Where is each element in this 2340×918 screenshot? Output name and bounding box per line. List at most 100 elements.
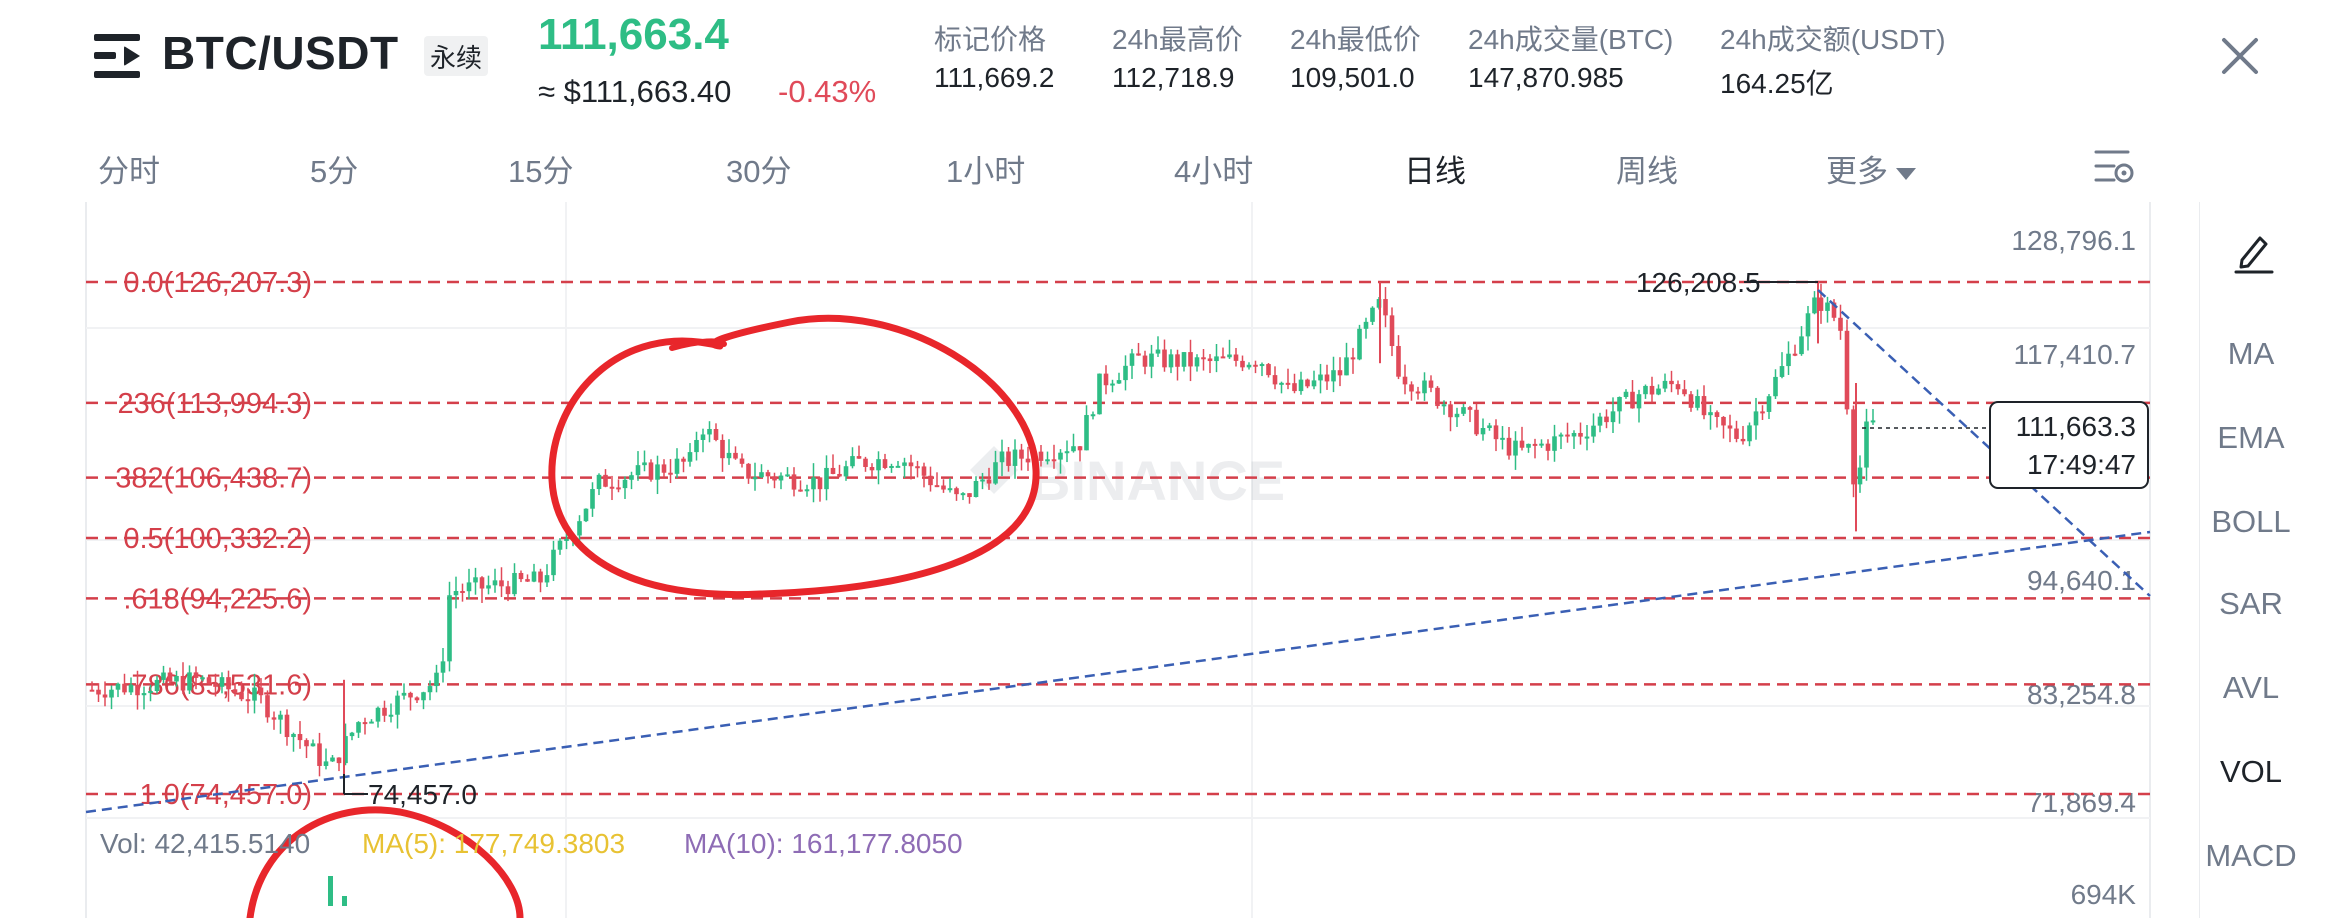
candlestick-chart[interactable]: BINANCE 128,796.1 117,410.7 94,640.1 83,… [0, 0, 2200, 918]
hand-drawn-circle-volume [246, 806, 524, 918]
candle-body [1136, 353, 1141, 356]
candle-body [1103, 373, 1109, 386]
candle-body [889, 465, 894, 468]
tab-1d[interactable]: 日线 [1404, 154, 1466, 189]
candle-body [1552, 436, 1557, 451]
candle-body [1636, 394, 1642, 409]
candle-body [843, 466, 849, 477]
candle-body [902, 462, 907, 466]
candle-body [1181, 352, 1187, 367]
fib-level-label: 1.0(74,457.0) [139, 779, 312, 811]
candle-body [1012, 449, 1018, 466]
tab-15m[interactable]: 15分 [508, 154, 574, 189]
pair-title[interactable]: BTC/USDT [162, 27, 399, 79]
candle-body [505, 586, 511, 595]
candle-body [895, 465, 901, 468]
candle-body [1669, 380, 1674, 385]
candle-body [1714, 412, 1720, 417]
candle-body [213, 683, 218, 687]
chevron-down-icon [1896, 167, 1916, 180]
candle-body [1851, 409, 1856, 485]
candle-body [941, 485, 946, 490]
last-price: 111,663.4 [538, 10, 729, 59]
tab-4h[interactable]: 4小时 [1174, 154, 1254, 189]
candle-body [1701, 396, 1707, 416]
trend-line-resistance[interactable] [1817, 289, 2151, 597]
candle-body [1077, 446, 1083, 451]
fib-level-label: 0.5(100,332.2) [123, 523, 312, 555]
candle-body [1084, 415, 1089, 451]
candle-body [479, 577, 485, 589]
pencil-draw-icon[interactable] [2232, 230, 2276, 274]
candle-body [759, 472, 764, 478]
candle-body [1285, 382, 1291, 385]
indicator-macd[interactable]: MACD [2205, 838, 2297, 873]
candle-body [336, 757, 342, 764]
candle-body [1428, 380, 1434, 388]
low-marker: 74,457.0 [368, 779, 477, 810]
chart-settings-icon[interactable] [2094, 148, 2136, 184]
candle-body [726, 452, 732, 459]
tab-1w[interactable]: 周线 [1616, 154, 1678, 189]
indicator-avl[interactable]: AVL [2222, 670, 2280, 705]
candle-body [193, 672, 199, 678]
price-axis-label: 71,869.4 [2027, 787, 2136, 818]
candle-body [1370, 307, 1375, 322]
candle-body [1116, 380, 1122, 384]
indicator-sar[interactable]: SAR [2219, 586, 2283, 621]
candle-body [986, 479, 992, 484]
volume-bar [342, 896, 347, 906]
candle-body [1480, 428, 1486, 435]
candle-body [154, 679, 160, 692]
close-icon[interactable] [2216, 32, 2264, 80]
indicator-ema[interactable]: EMA [2217, 420, 2285, 455]
candle-body [421, 692, 426, 701]
candle-body [1162, 349, 1167, 368]
candle-body [265, 695, 270, 718]
indicator-ma[interactable]: MA [2227, 336, 2275, 371]
candle-body [655, 464, 660, 480]
candle-body [1279, 382, 1284, 385]
menu-icon[interactable] [94, 34, 142, 78]
candle-body [603, 474, 608, 487]
candle-body [1500, 437, 1505, 440]
candle-body [635, 465, 641, 476]
candle-body [622, 479, 628, 489]
contract-badge: 永续 [424, 36, 488, 76]
candle-body [1474, 409, 1479, 435]
tab-30m[interactable]: 30分 [726, 154, 792, 189]
candle-body [1487, 425, 1492, 429]
candle-body [869, 466, 875, 471]
tab-timeline[interactable]: 分时 [98, 154, 160, 189]
tab-more-label: 更多 [1826, 154, 1888, 189]
trend-line-support[interactable] [85, 530, 2151, 814]
indicator-boll[interactable]: BOLL [2211, 504, 2291, 539]
candle-body [1467, 407, 1473, 410]
hand-drawn-circle [548, 314, 1040, 599]
candle-body [791, 474, 797, 490]
candle-body [1688, 394, 1694, 408]
candle-body [304, 740, 309, 747]
volume-btc-label: 24h成交量(BTC) [1468, 24, 1674, 55]
price-axis-label: 94,640.1 [2027, 565, 2136, 596]
tab-5m[interactable]: 5分 [310, 154, 359, 189]
candle-body [1831, 302, 1837, 318]
candle-body [1649, 385, 1655, 395]
candle-body [551, 549, 556, 576]
tab-more[interactable]: 更多 [1826, 146, 1916, 191]
candle-body [973, 480, 979, 498]
candle-body [609, 486, 615, 489]
candle-body [934, 485, 940, 488]
candle-body [674, 458, 680, 474]
candle-body [1311, 380, 1317, 387]
candle-body [1617, 397, 1622, 412]
candle-body [232, 689, 238, 693]
candle-body [1071, 446, 1076, 452]
candle-body [1045, 459, 1050, 462]
candle-body [765, 472, 771, 477]
candle-body [1656, 388, 1661, 395]
candle-body [629, 475, 634, 480]
candle-body [161, 672, 166, 680]
tab-1h[interactable]: 1小时 [946, 154, 1026, 189]
indicator-vol[interactable]: VOL [2219, 754, 2283, 789]
